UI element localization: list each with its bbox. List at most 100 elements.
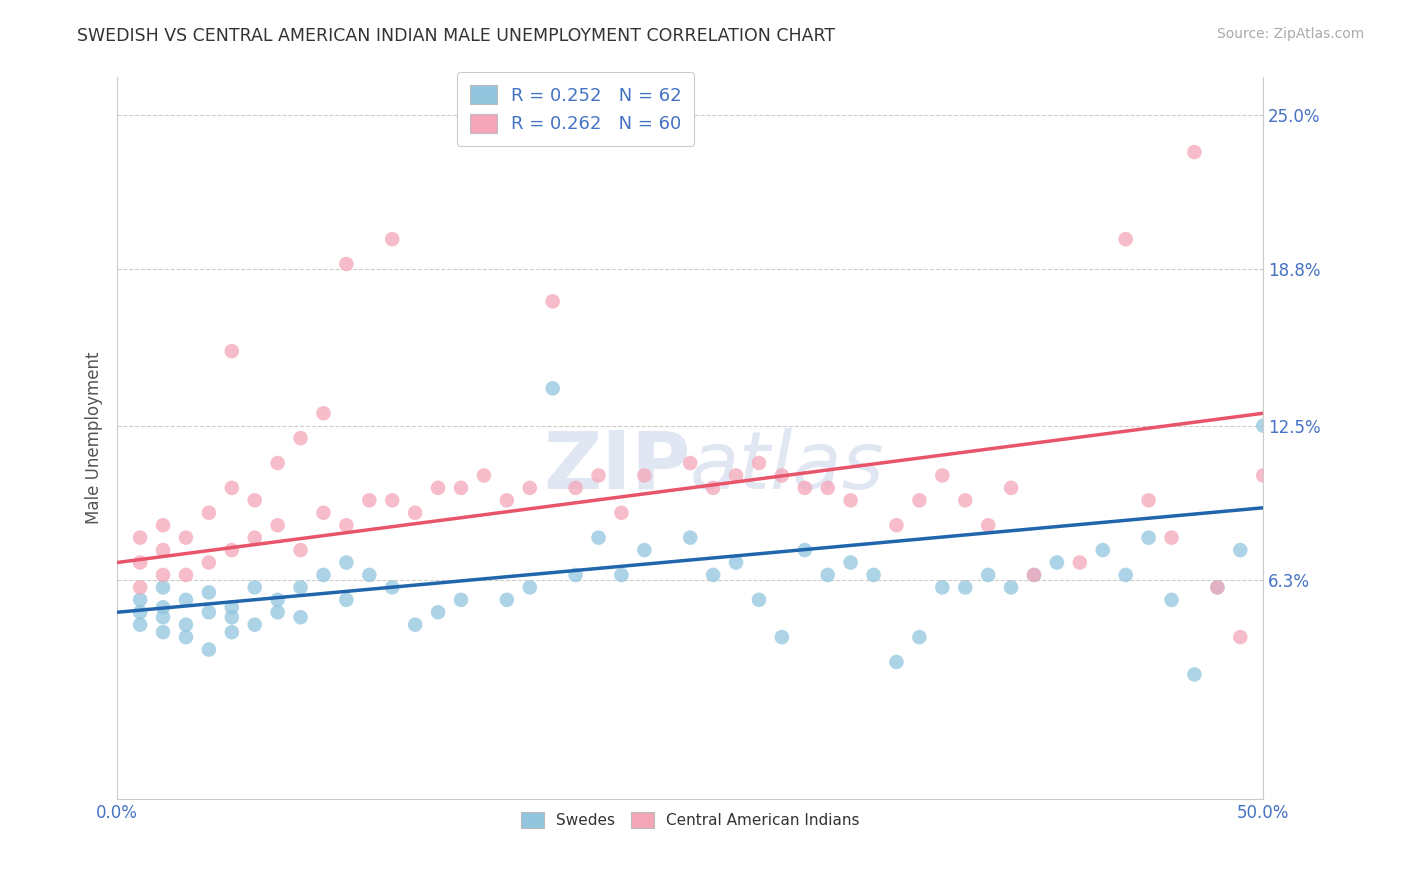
Point: [839, 493, 862, 508]
Point: [748, 592, 770, 607]
Point: [977, 518, 1000, 533]
Point: [886, 518, 908, 533]
Point: [1115, 568, 1137, 582]
Point: [931, 468, 953, 483]
Text: Source: ZipAtlas.com: Source: ZipAtlas.com: [1216, 27, 1364, 41]
Point: [1046, 556, 1069, 570]
Point: [174, 617, 197, 632]
Point: [1184, 145, 1206, 159]
Point: [243, 581, 266, 595]
Point: [702, 568, 724, 582]
Point: [221, 625, 243, 640]
Point: [335, 592, 357, 607]
Point: [908, 493, 931, 508]
Point: [129, 581, 152, 595]
Point: [221, 344, 243, 359]
Point: [129, 605, 152, 619]
Text: atlas: atlas: [690, 428, 884, 506]
Point: [335, 518, 357, 533]
Point: [404, 506, 426, 520]
Point: [359, 568, 381, 582]
Point: [152, 600, 174, 615]
Point: [198, 506, 221, 520]
Point: [839, 556, 862, 570]
Point: [495, 592, 517, 607]
Point: [1229, 630, 1251, 644]
Point: [1206, 581, 1229, 595]
Point: [152, 518, 174, 533]
Point: [1137, 531, 1160, 545]
Point: [335, 257, 357, 271]
Point: [221, 543, 243, 558]
Point: [266, 456, 288, 470]
Point: [1229, 543, 1251, 558]
Point: [381, 493, 404, 508]
Point: [1206, 581, 1229, 595]
Point: [1160, 592, 1182, 607]
Point: [793, 481, 815, 495]
Point: [495, 493, 517, 508]
Point: [770, 630, 793, 644]
Point: [633, 468, 655, 483]
Point: [152, 625, 174, 640]
Point: [381, 581, 404, 595]
Point: [748, 456, 770, 470]
Point: [243, 617, 266, 632]
Point: [198, 605, 221, 619]
Point: [152, 581, 174, 595]
Point: [931, 581, 953, 595]
Point: [198, 556, 221, 570]
Point: [266, 605, 288, 619]
Point: [472, 468, 495, 483]
Point: [908, 630, 931, 644]
Point: [221, 600, 243, 615]
Point: [977, 568, 1000, 582]
Point: [1000, 481, 1022, 495]
Point: [129, 617, 152, 632]
Point: [793, 543, 815, 558]
Point: [679, 531, 702, 545]
Point: [243, 531, 266, 545]
Point: [152, 568, 174, 582]
Point: [174, 531, 197, 545]
Point: [817, 481, 839, 495]
Point: [198, 585, 221, 599]
Point: [174, 630, 197, 644]
Point: [1091, 543, 1114, 558]
Point: [1184, 667, 1206, 681]
Point: [817, 568, 839, 582]
Text: ZIP: ZIP: [543, 428, 690, 506]
Point: [427, 481, 450, 495]
Point: [679, 456, 702, 470]
Point: [886, 655, 908, 669]
Point: [1000, 581, 1022, 595]
Legend: Swedes, Central American Indians: Swedes, Central American Indians: [515, 806, 865, 835]
Point: [266, 518, 288, 533]
Point: [610, 506, 633, 520]
Point: [198, 642, 221, 657]
Point: [359, 493, 381, 508]
Point: [725, 468, 748, 483]
Point: [588, 468, 610, 483]
Point: [243, 493, 266, 508]
Point: [290, 543, 312, 558]
Point: [1137, 493, 1160, 508]
Point: [588, 531, 610, 545]
Point: [564, 568, 586, 582]
Point: [221, 610, 243, 624]
Point: [404, 617, 426, 632]
Y-axis label: Male Unemployment: Male Unemployment: [86, 351, 103, 524]
Point: [519, 481, 541, 495]
Point: [450, 592, 472, 607]
Point: [1251, 468, 1274, 483]
Point: [290, 610, 312, 624]
Point: [770, 468, 793, 483]
Point: [335, 556, 357, 570]
Point: [541, 381, 564, 395]
Point: [129, 531, 152, 545]
Point: [312, 506, 335, 520]
Point: [174, 592, 197, 607]
Point: [266, 592, 288, 607]
Point: [610, 568, 633, 582]
Point: [702, 481, 724, 495]
